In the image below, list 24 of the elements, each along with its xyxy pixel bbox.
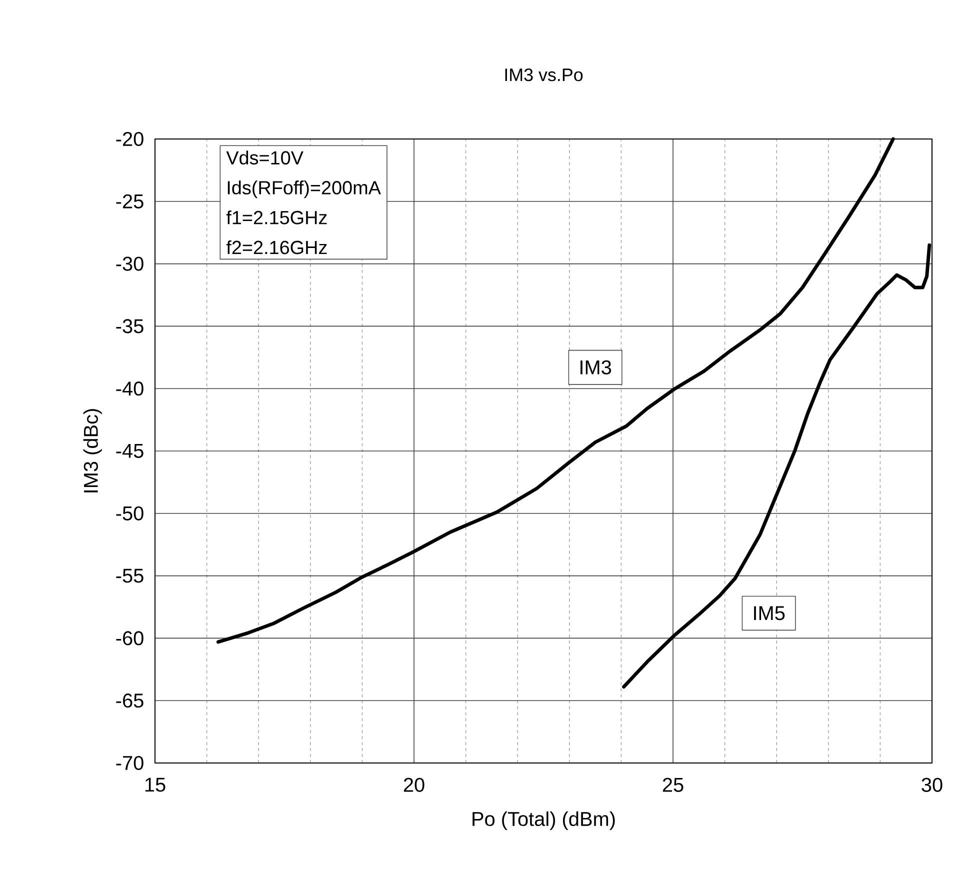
y-tick-label: -70: [116, 756, 144, 770]
y-axis-title: IM3 (dBc): [83, 409, 102, 492]
x-tick-label: 25: [662, 778, 684, 792]
y-tick-label: -55: [116, 568, 144, 583]
text: IM3: [580, 360, 612, 374]
x-tick-label: 20: [404, 778, 424, 792]
y-tick-label: -40: [116, 382, 144, 396]
annotation: Vds=10V: [226, 150, 304, 165]
y-tick-label: -45: [116, 444, 144, 458]
series-label: IM5: [754, 606, 785, 620]
y-tick-label: -25: [116, 194, 144, 208]
x-axis-title: Po (Total) (dBm): [472, 811, 615, 830]
y-tick-label: -30: [116, 256, 144, 271]
annotation: f1=2.15GHz: [226, 210, 327, 224]
y-tick-label: -20: [116, 132, 144, 146]
chart-title: IM3 vs.Po: [505, 68, 583, 82]
y-tick-label: -60: [116, 631, 144, 646]
annotation: f2=2.16GHz: [226, 240, 327, 254]
x-tick-label: 15: [145, 778, 166, 792]
x-tick-label: 30: [922, 778, 942, 792]
y-tick-label: -65: [116, 694, 144, 708]
y-tick-label: -35: [116, 319, 144, 334]
y-tick-label: -50: [116, 506, 144, 520]
annotation: Ids(RFoff)=200mA: [228, 180, 381, 198]
